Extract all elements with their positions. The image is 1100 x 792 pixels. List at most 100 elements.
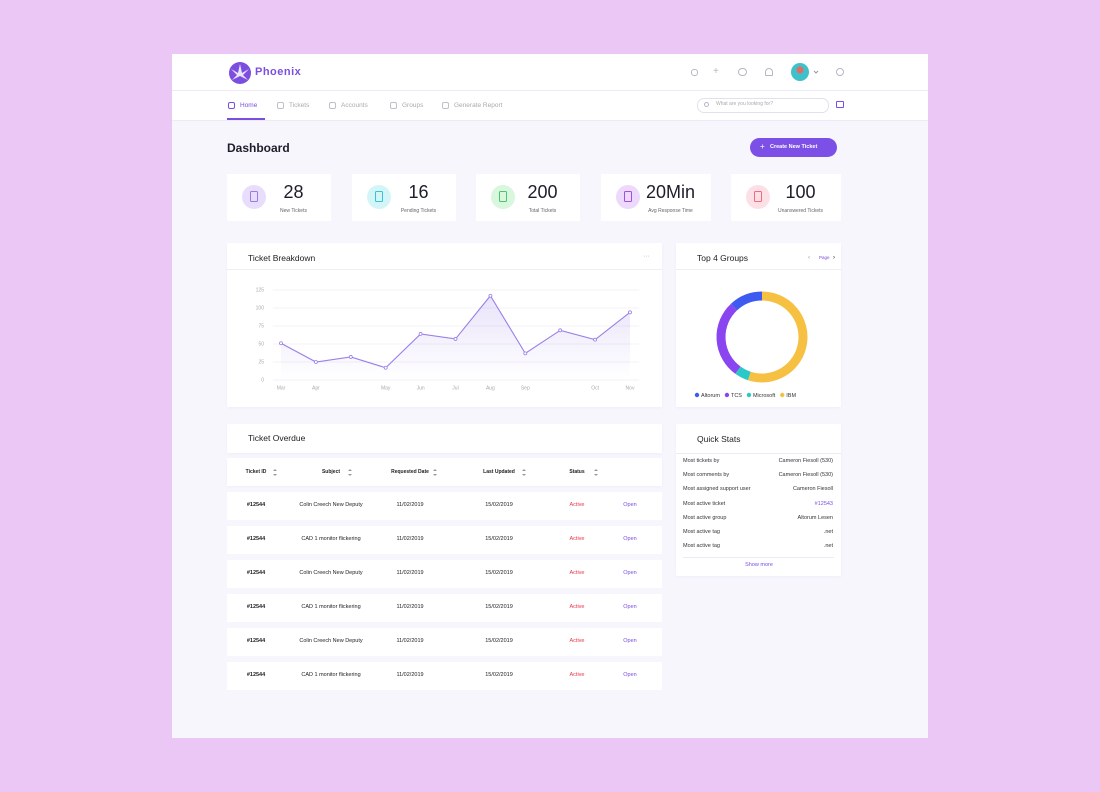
search-box[interactable]: [697, 98, 829, 113]
x-tick-label: Jul: [452, 385, 458, 391]
table-cell: CAD 1 monitor flickering: [301, 672, 361, 678]
show-more[interactable]: Show more: [745, 562, 773, 568]
card-title: Quick Stats: [697, 434, 741, 444]
legend-swatch: [694, 392, 700, 398]
filter-icon[interactable]: [836, 101, 844, 108]
table-cell: #12544: [246, 638, 266, 644]
y-tick-label: 0: [261, 377, 264, 383]
sort-icon[interactable]: [348, 469, 352, 476]
divider: [676, 269, 841, 270]
stat-glyph: [754, 191, 762, 202]
table-cell: 15/02/2019: [485, 502, 513, 508]
stat-name: Most active ticket: [683, 500, 726, 507]
nav-icon: [442, 102, 449, 109]
next-arrow[interactable]: ›: [833, 255, 835, 261]
nav-item[interactable]: Groups: [402, 102, 424, 109]
plus-icon: +: [760, 142, 765, 151]
fullscreen-icon[interactable]: [691, 69, 698, 76]
table-cell[interactable]: Open: [623, 502, 637, 508]
prev-arrow[interactable]: ‹: [808, 255, 810, 261]
point: [418, 332, 423, 336]
x-tick-label: Apr: [312, 385, 320, 391]
y-tick-label: 125: [256, 287, 265, 293]
stat-detail: Altorum Lesen: [797, 514, 833, 521]
table-cell: #12544: [246, 502, 266, 508]
column-header: Status: [569, 469, 585, 475]
add-icon[interactable]: +: [713, 66, 719, 77]
donut-segment: [747, 291, 808, 383]
stat-name: Most active group: [683, 514, 727, 521]
nav-item[interactable]: Home: [240, 102, 258, 109]
page-title: Dashboard: [227, 141, 290, 155]
point: [348, 355, 353, 359]
table-cell: CAD 1 monitor flickering: [301, 604, 361, 610]
sort-icon[interactable]: [522, 469, 526, 476]
point: [558, 328, 563, 333]
nav-underline: [227, 118, 265, 120]
x-tick-label: Jun: [417, 385, 425, 391]
stat-icon: [491, 185, 515, 209]
sort-icon[interactable]: [594, 469, 598, 476]
stat-label: Pending Tickets: [400, 208, 437, 214]
table-cell: 15/02/2019: [485, 570, 513, 576]
point: [383, 365, 388, 370]
table-row: [227, 628, 662, 656]
table-cell[interactable]: Open: [623, 672, 637, 678]
table-cell: Active: [569, 672, 585, 678]
chat-icon[interactable]: [738, 68, 747, 76]
nav-item[interactable]: Tickets: [289, 102, 310, 109]
stat-icon: [746, 185, 770, 209]
divider: [683, 557, 834, 558]
button-label: Create New Ticket: [770, 144, 818, 150]
legend-label: Microsoft: [753, 393, 776, 399]
divider: [676, 453, 841, 454]
y-tick-label: 50: [258, 341, 264, 347]
line-chart: 0 25 50 75 100 125 Mar Apr May Jun Jul Aug Sep Oct Nov: [256, 287, 639, 391]
y-tick-label: 100: [256, 305, 265, 311]
overdue-header: [227, 424, 662, 453]
table-cell: 11/02/2019: [396, 604, 424, 610]
stat-value: 28: [283, 182, 304, 202]
table-cell: CAD 1 monitor flickering: [301, 536, 361, 542]
nav-icon: [228, 102, 235, 109]
table-row: [227, 492, 662, 520]
table-row: [227, 560, 662, 588]
legend-swatch: [780, 392, 785, 398]
table-cell[interactable]: Open: [623, 638, 637, 644]
table-cell: Active: [569, 638, 585, 644]
table-cell[interactable]: Open: [623, 604, 637, 610]
settings-icon[interactable]: [836, 68, 844, 76]
sort-icon[interactable]: [273, 469, 277, 476]
table-cell: #12544: [246, 672, 266, 678]
stat-name: Most comments by: [683, 472, 730, 479]
table-cell: #12544: [246, 570, 266, 576]
column-header: Subject: [321, 469, 341, 475]
donut-segment: [730, 291, 763, 311]
point: [314, 360, 318, 364]
quick-stats-card: [676, 424, 841, 576]
sort-icon[interactable]: [433, 469, 437, 476]
stat-label: New Tickets: [280, 208, 307, 214]
table-cell: Colin Creech New Deputy: [299, 638, 363, 644]
nav-item[interactable]: Accounts: [341, 102, 368, 109]
table-cell: 15/02/2019: [485, 536, 513, 542]
bell-icon[interactable]: [765, 68, 773, 76]
stat-icon: [616, 185, 640, 209]
table-cell[interactable]: Open: [623, 570, 637, 576]
stat-name: Most active tag: [683, 543, 720, 550]
point: [488, 293, 493, 298]
nav-item[interactable]: Generate Report: [454, 102, 503, 109]
point: [279, 341, 283, 346]
stat-glyph: [499, 191, 507, 202]
stat-detail: Cameron Fiesoll: [792, 486, 833, 493]
legend-swatch: [724, 392, 730, 398]
table-cell: #12544: [246, 536, 266, 542]
table-cell: Colin Creech New Deputy: [299, 502, 363, 508]
avatar[interactable]: [790, 62, 820, 82]
point: [453, 337, 458, 341]
table-cell[interactable]: Open: [623, 536, 637, 542]
create-ticket-button[interactable]: [750, 138, 837, 157]
more-icon[interactable]: ···: [643, 253, 650, 260]
table-cell: Active: [569, 570, 585, 576]
